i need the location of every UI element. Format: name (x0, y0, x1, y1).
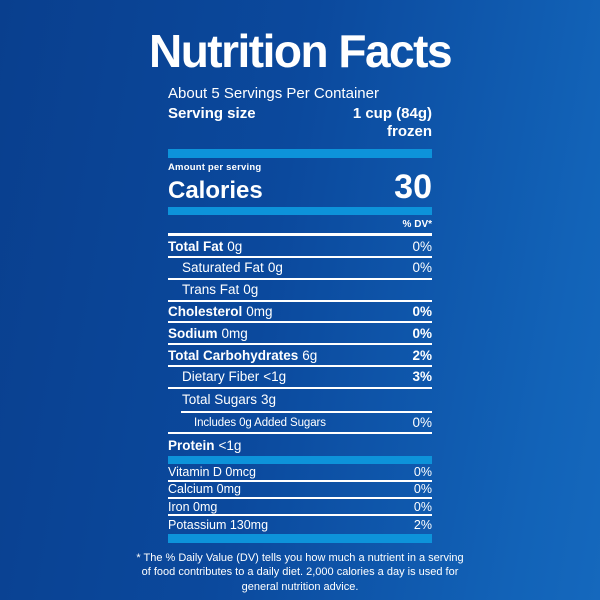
nutrient-amount: 0g (227, 238, 243, 254)
nutrient-dv: 0% (412, 238, 432, 254)
nutrient-name: Cholesterol (168, 304, 243, 320)
nutrient-amount: <1g (218, 437, 242, 453)
nutrient-amount: 6g (302, 347, 318, 363)
calories-label: Calories (168, 177, 263, 205)
nutrient-dv: 2% (412, 347, 432, 363)
nutrition-label: About 5 Servings Per Container Serving s… (168, 85, 432, 543)
vitamin-dv: 0% (413, 499, 432, 514)
vitamin-dv: 2% (413, 518, 432, 533)
vitamin-dv: 0% (413, 464, 432, 479)
nutrient-row-total-sugars: Total Sugars 3g (168, 389, 432, 411)
divider-bar-top (168, 149, 432, 159)
nutrient-row-sodium: Sodium 0mg 0% (168, 323, 432, 346)
vitamin-name: Calcium 0mg (168, 482, 241, 497)
calories-value: 30 (394, 168, 432, 207)
nutrient-name: Total Carbohydrates (168, 347, 299, 363)
nutrient-dv: 0% (412, 304, 432, 320)
vitamin-row-vitamin-d: Vitamin D 0mcg 0% (168, 464, 432, 482)
calories-row: Calories 30 (168, 168, 432, 207)
nutrient-dv: 0% (412, 325, 432, 341)
vitamin-row-potassium: Potassium 130mg 2% (168, 516, 432, 533)
nutrient-dv: 0% (412, 415, 432, 431)
nutrient-row-added-sugars: Includes 0g Added Sugars 0% (168, 413, 432, 435)
nutrient-row-total-fat: Total Fat 0g 0% (168, 236, 432, 259)
vitamin-row-iron: Iron 0mg 0% (168, 499, 432, 517)
serving-size-label: Serving size (168, 105, 256, 122)
vitamin-name: Vitamin D 0mcg (168, 464, 256, 479)
nutrient-name: Includes 0g Added Sugars (194, 416, 326, 429)
divider-bar-calories (168, 207, 432, 216)
nutrient-row-cholesterol: Cholesterol 0mg 0% (168, 302, 432, 324)
vitamin-name: Iron 0mg (168, 499, 218, 514)
divider-bar-bottom (168, 533, 432, 543)
serving-size-row: Serving size 1 cup (84g) frozen (168, 105, 432, 140)
nutrient-amount: 0g (267, 260, 283, 276)
nutrient-amount: 0g (243, 282, 259, 298)
nutrient-name: Total Fat (168, 238, 224, 254)
serving-size-note: frozen (387, 122, 432, 140)
nutrient-amount: <1g (263, 369, 287, 385)
daily-value-header: % DV* (402, 219, 432, 231)
nutrient-name: Sodium (168, 325, 218, 341)
servings-per-container: About 5 Servings Per Container (168, 85, 379, 102)
divider-bar-protein (168, 456, 432, 465)
daily-value-footnote: * The % Daily Value (DV) tells you how m… (136, 551, 464, 593)
nutrient-amount: 3g (261, 392, 277, 408)
amount-per-serving-label: Amount per serving (168, 162, 262, 174)
nutrient-amount: 0mg (246, 304, 273, 320)
serving-size-value-block: 1 cup (84g) frozen (353, 105, 432, 140)
nutrient-name: Total Sugars (182, 392, 258, 408)
nutrient-name: Saturated Fat (182, 260, 264, 276)
label-title: Nutrition Facts (148, 25, 453, 77)
nutrient-row-dietary-fiber: Dietary Fiber <1g 3% (168, 367, 432, 389)
nutrient-row-trans-fat: Trans Fat 0g (168, 280, 432, 302)
vitamin-row-calcium: Calcium 0mg 0% (168, 482, 432, 500)
vitamin-dv: 0% (413, 482, 432, 497)
vitamin-name: Potassium 130mg (168, 518, 269, 533)
indented-rule (181, 410, 432, 413)
serving-size-value: 1 cup (84g) (352, 105, 432, 122)
nutrient-dv: 0% (412, 260, 432, 276)
nutrient-name: Dietary Fiber (182, 369, 260, 385)
thick-rule (168, 233, 432, 237)
nutrient-row-saturated-fat: Saturated Fat 0g 0% (168, 258, 432, 280)
nutrient-dv: 3% (412, 369, 432, 385)
nutrient-row-total-carbohydrates: Total Carbohydrates 6g 2% (168, 345, 432, 368)
nutrient-name: Trans Fat (182, 282, 240, 298)
nutrient-amount: 0mg (221, 325, 248, 341)
nutrient-name: Protein (168, 437, 215, 453)
nutrient-row-protein: Protein <1g (168, 434, 432, 456)
